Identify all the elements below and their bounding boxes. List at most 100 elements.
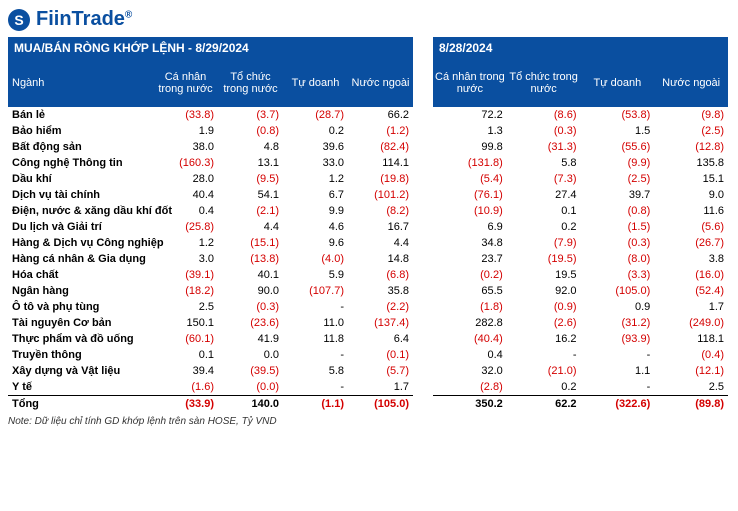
total-value: 350.2 xyxy=(433,396,507,413)
cell-value: (15.1) xyxy=(218,235,283,251)
footnote-text: Note: Dữ liệu chỉ tính GD khớp lệnh trên… xyxy=(8,416,730,427)
cell-value: (107.7) xyxy=(283,283,348,299)
cell-value: 1.2 xyxy=(283,171,348,187)
cell-value: (1.6) xyxy=(153,379,218,396)
cell-value: (31.2) xyxy=(581,315,655,331)
table-row: Dịch vụ tài chính40.454.16.7(101.2) xyxy=(8,187,413,203)
cell-value: (8.0) xyxy=(581,251,655,267)
table-row: (76.1)27.439.79.0 xyxy=(433,187,728,203)
cell-value: 19.5 xyxy=(507,267,581,283)
cell-value: (55.6) xyxy=(581,139,655,155)
cell-value: 5.8 xyxy=(507,155,581,171)
cell-value: 135.8 xyxy=(654,155,728,171)
table-row: Tài nguyên Cơ bản150.1(23.6)11.0(137.4) xyxy=(8,315,413,331)
total-row: Tổng(33.9)140.0(1.1)(105.0) xyxy=(8,396,413,413)
cell-value: (2.8) xyxy=(433,379,507,396)
cell-value: (0.4) xyxy=(654,347,728,363)
cell-value: 99.8 xyxy=(433,139,507,155)
sector-name: Truyền thông xyxy=(8,347,153,363)
table-row: Hóa chất(39.1)40.15.9(6.8) xyxy=(8,267,413,283)
cell-value: 0.1 xyxy=(153,347,218,363)
cell-value: 3.8 xyxy=(654,251,728,267)
cell-value: (82.4) xyxy=(348,139,413,155)
cell-value: 4.4 xyxy=(218,219,283,235)
cell-value: (21.0) xyxy=(507,363,581,379)
cell-value: (19.8) xyxy=(348,171,413,187)
cell-value: 1.7 xyxy=(654,299,728,315)
cell-value: 1.9 xyxy=(153,123,218,139)
cell-value: 11.6 xyxy=(654,203,728,219)
column-header: Cá nhân trong nước xyxy=(153,59,218,107)
table-row: 0.4--(0.4) xyxy=(433,347,728,363)
cell-value: (52.4) xyxy=(654,283,728,299)
table-row: (131.8)5.8(9.9)135.8 xyxy=(433,155,728,171)
cell-value: 33.0 xyxy=(283,155,348,171)
table-row: (0.2)19.5(3.3)(16.0) xyxy=(433,267,728,283)
table-row: Y tế(1.6)(0.0)-1.7 xyxy=(8,379,413,396)
cell-value: (3.3) xyxy=(581,267,655,283)
sector-name: Y tế xyxy=(8,379,153,396)
sector-name: Bán lẻ xyxy=(8,107,153,123)
table-row: 99.8(31.3)(55.6)(12.8) xyxy=(433,139,728,155)
cell-value: 72.2 xyxy=(433,107,507,123)
table-row: 1.3(0.3)1.5(2.5) xyxy=(433,123,728,139)
table-row: 23.7(19.5)(8.0)3.8 xyxy=(433,251,728,267)
cell-value: (53.8) xyxy=(581,107,655,123)
cell-value: (10.9) xyxy=(433,203,507,219)
table-row: 32.0(21.0)1.1(12.1) xyxy=(433,363,728,379)
cell-value: - xyxy=(507,347,581,363)
column-header: Nước ngoài xyxy=(654,59,728,107)
sector-name: Bất động sản xyxy=(8,139,153,155)
cell-value: 150.1 xyxy=(153,315,218,331)
cell-value: 6.9 xyxy=(433,219,507,235)
cell-value: 92.0 xyxy=(507,283,581,299)
cell-value: - xyxy=(283,379,348,396)
cell-value: 0.2 xyxy=(507,219,581,235)
cell-value: 40.4 xyxy=(153,187,218,203)
cell-value: (105.0) xyxy=(581,283,655,299)
cell-value: (2.5) xyxy=(581,171,655,187)
table-row: (40.4)16.2(93.9)118.1 xyxy=(433,331,728,347)
cell-value: 35.8 xyxy=(348,283,413,299)
table-row: Hàng cá nhân & Gia dụng3.0(13.8)(4.0)14.… xyxy=(8,251,413,267)
table-row: 6.90.2(1.5)(5.6) xyxy=(433,219,728,235)
cell-value: 114.1 xyxy=(348,155,413,171)
cell-value: (7.3) xyxy=(507,171,581,187)
cell-value: (160.3) xyxy=(153,155,218,171)
cell-value: 0.0 xyxy=(218,347,283,363)
total-value: 62.2 xyxy=(507,396,581,413)
cell-value: (0.3) xyxy=(581,235,655,251)
cell-value: 16.7 xyxy=(348,219,413,235)
cell-value: (93.9) xyxy=(581,331,655,347)
sector-name: Công nghệ Thông tin xyxy=(8,155,153,171)
cell-value: (2.2) xyxy=(348,299,413,315)
cell-value: (0.8) xyxy=(581,203,655,219)
cell-value: 4.6 xyxy=(283,219,348,235)
cell-value: (18.2) xyxy=(153,283,218,299)
sector-name: Bảo hiểm xyxy=(8,123,153,139)
cell-value: (1.2) xyxy=(348,123,413,139)
cell-value: 41.9 xyxy=(218,331,283,347)
table-row: Bất động sản38.04.839.6(82.4) xyxy=(8,139,413,155)
sector-name: Thực phẩm và đồ uống xyxy=(8,331,153,347)
cell-value: 6.4 xyxy=(348,331,413,347)
total-value: (105.0) xyxy=(348,396,413,413)
cell-value: 66.2 xyxy=(348,107,413,123)
cell-value: (2.6) xyxy=(507,315,581,331)
table-row: 34.8(7.9)(0.3)(26.7) xyxy=(433,235,728,251)
cell-value: 2.5 xyxy=(654,379,728,396)
table-row: Bán lẻ(33.8)(3.7)(28.7)66.2 xyxy=(8,107,413,123)
cell-value: 0.2 xyxy=(283,123,348,139)
table-row: Du lịch và Giải trí(25.8)4.44.616.7 xyxy=(8,219,413,235)
cell-value: (39.5) xyxy=(218,363,283,379)
cell-value: 11.0 xyxy=(283,315,348,331)
cell-value: (8.6) xyxy=(507,107,581,123)
cell-value: (3.7) xyxy=(218,107,283,123)
table-row: 65.592.0(105.0)(52.4) xyxy=(433,283,728,299)
cell-value: 4.4 xyxy=(348,235,413,251)
cell-value: (131.8) xyxy=(433,155,507,171)
cell-value: 13.1 xyxy=(218,155,283,171)
column-header: Cá nhân trong nước xyxy=(433,59,507,107)
cell-value: 3.0 xyxy=(153,251,218,267)
sector-name: Ngân hàng xyxy=(8,283,153,299)
